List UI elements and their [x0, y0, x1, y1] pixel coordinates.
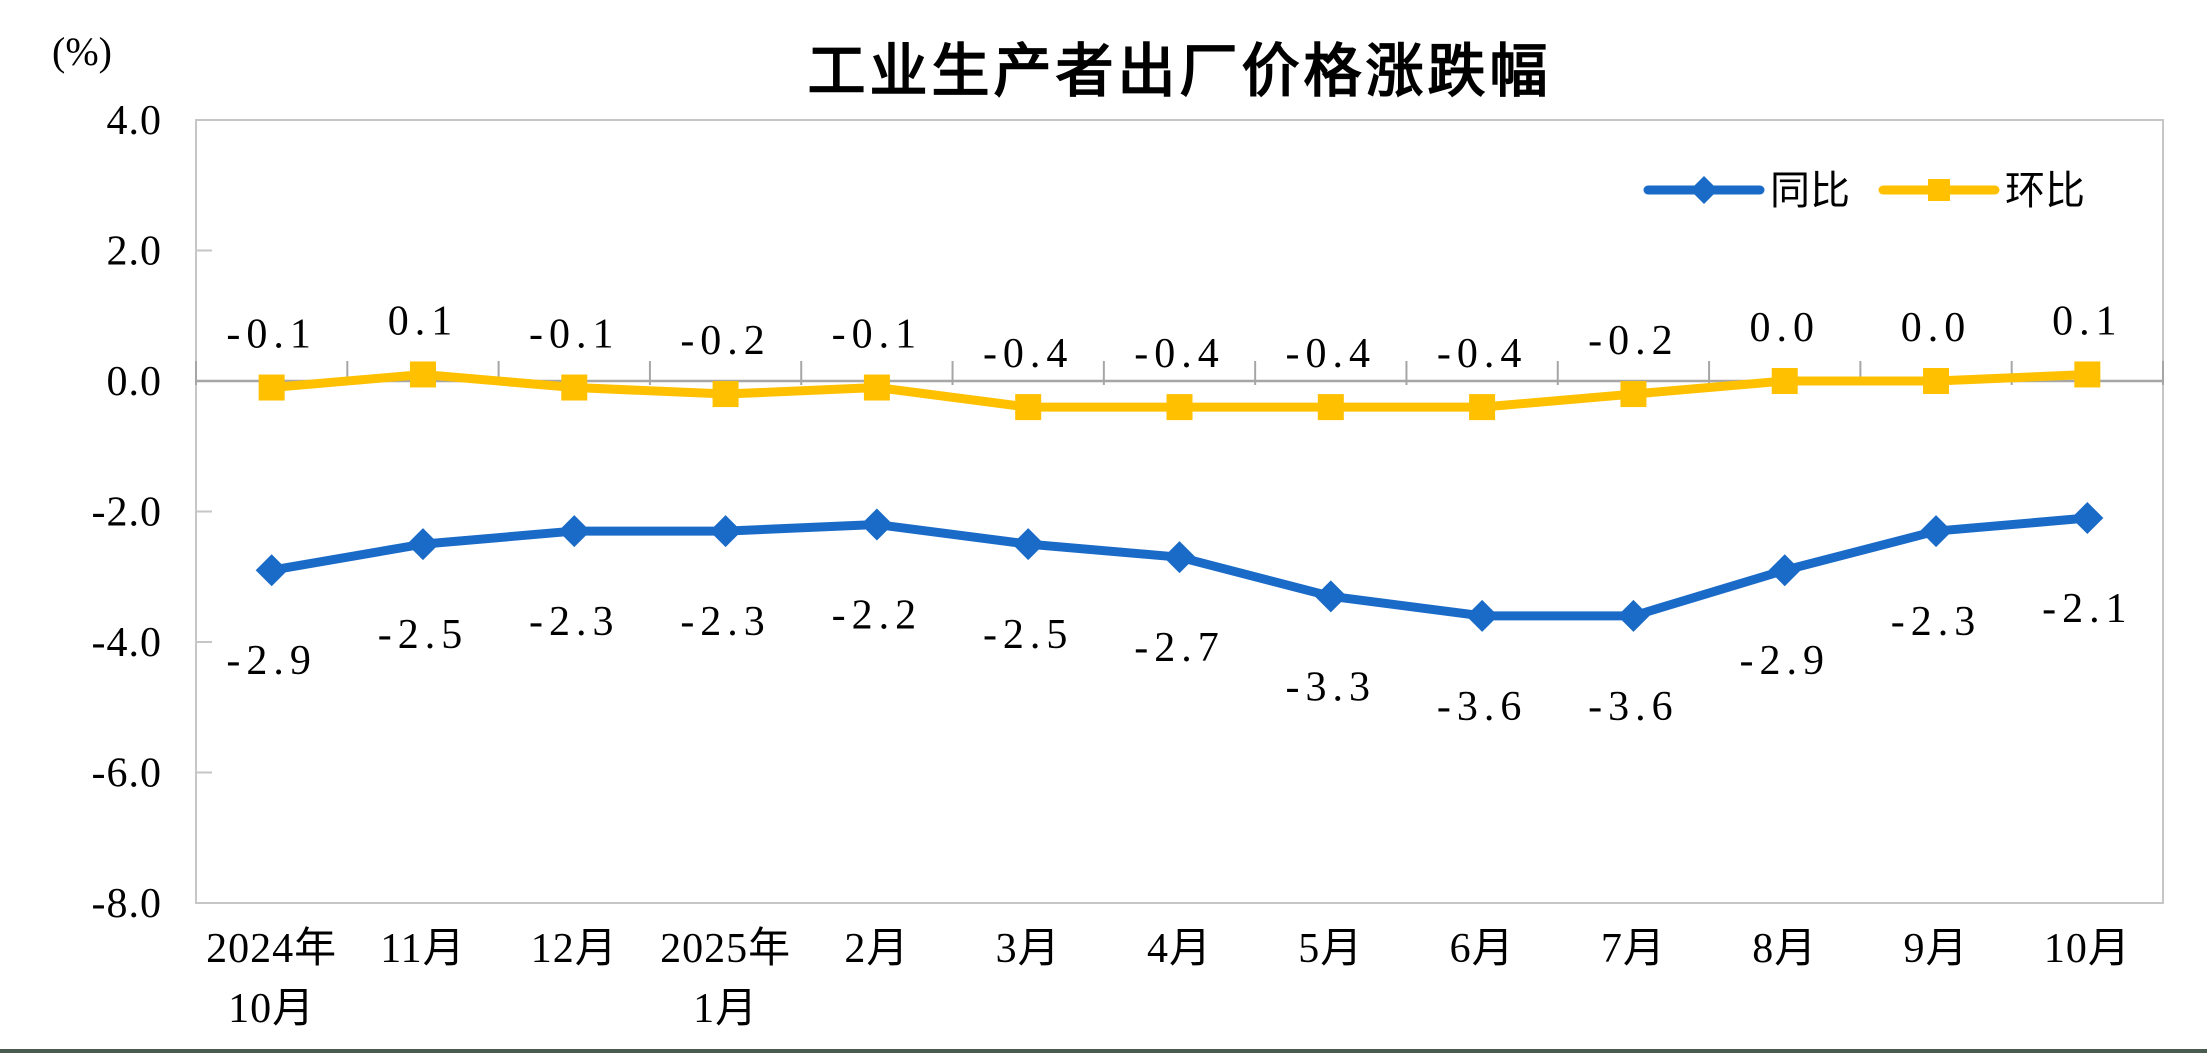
yoy-data-label: -3.3 — [1286, 664, 1377, 710]
yoy-data-label: -3.6 — [1437, 684, 1528, 730]
yoy-data-label: -2.7 — [1134, 625, 1225, 671]
x-axis-label: 9月 — [1904, 926, 1969, 972]
mom-data-point — [561, 374, 588, 401]
yoy-data-point — [406, 528, 439, 561]
yoy-data-point — [1163, 541, 1196, 574]
mom-data-label: 0.0 — [1901, 305, 1972, 351]
x-axis-label: 12月 — [531, 926, 618, 972]
mom-data-label: -0.4 — [983, 331, 1074, 377]
y-axis-tick-label: -4.0 — [92, 620, 163, 666]
mom-data-point — [409, 361, 436, 388]
chart-title: 工业生产者出厂价格涨跌幅 — [807, 39, 1552, 104]
y-axis-unit-label: (%) — [52, 29, 112, 74]
x-axis-label-line2: 10月 — [228, 986, 315, 1032]
mom-data-label: -0.1 — [529, 312, 620, 358]
y-axis-tick-label: -8.0 — [92, 881, 163, 927]
plot-area-border — [195, 119, 2164, 904]
yoy-data-point — [558, 515, 591, 548]
yoy-data-label: -2.9 — [226, 638, 317, 684]
mom-data-point — [1469, 394, 1496, 421]
mom-data-point — [2074, 361, 2101, 388]
yoy-data-label: -2.1 — [2042, 586, 2133, 632]
x-axis-label: 10月 — [2044, 926, 2131, 972]
x-axis-label: 6月 — [1450, 926, 1515, 972]
x-axis-label: 7月 — [1601, 926, 1666, 972]
mom-data-label: -0.1 — [226, 312, 317, 358]
yoy-data-point — [1768, 554, 1801, 587]
mom-data-label: -0.2 — [680, 318, 771, 364]
yoy-data-label: -2.3 — [1891, 599, 1982, 645]
mom-data-label: 0.1 — [388, 298, 459, 344]
mom-data-label: -0.2 — [1588, 318, 1679, 364]
mom-data-label: 0.1 — [2052, 298, 2123, 344]
mom-data-label: 0.0 — [1749, 305, 1820, 351]
x-axis-label: 5月 — [1298, 926, 1363, 972]
y-axis-tick-label: -6.0 — [92, 751, 163, 797]
yoy-data-point — [1012, 528, 1045, 561]
mom-data-point — [863, 374, 890, 401]
mom-data-label: -0.4 — [1134, 331, 1225, 377]
yoy-data-label: -2.5 — [378, 612, 469, 658]
yoy-legend-label: 同比 — [1770, 168, 1850, 213]
x-axis-label: 2025年 — [660, 925, 791, 972]
x-axis-label: 11月 — [380, 926, 465, 972]
mom-data-point — [1771, 368, 1798, 394]
y-axis-tick-label: 4.0 — [107, 98, 163, 144]
yoy-data-point — [255, 554, 288, 587]
x-axis-label: 2月 — [844, 926, 909, 972]
x-axis-label: 3月 — [996, 926, 1061, 972]
footer-divider-bar — [0, 1049, 2207, 1053]
yoy-legend-marker — [1690, 176, 1718, 204]
x-axis-label-line2: 1月 — [693, 986, 758, 1032]
mom-data-point — [1317, 394, 1344, 421]
yoy-data-point — [1920, 515, 1953, 548]
yoy-data-point — [1314, 580, 1347, 613]
y-axis-tick-label: 2.0 — [107, 229, 163, 275]
mom-legend-marker — [1928, 179, 1950, 201]
mom-data-point — [1620, 381, 1647, 408]
mom-legend-label: 环比 — [2005, 168, 2085, 213]
yoy-data-point — [709, 515, 742, 548]
yoy-data-label: -2.9 — [1739, 638, 1830, 684]
y-axis-tick-label: 0.0 — [107, 359, 163, 405]
yoy-data-point — [860, 508, 893, 541]
x-axis-label: 8月 — [1752, 926, 1817, 972]
mom-data-label: -0.4 — [1286, 331, 1377, 377]
yoy-data-label: -3.6 — [1588, 684, 1679, 730]
x-axis-label: 2024年 — [206, 925, 337, 972]
yoy-data-label: -2.2 — [832, 593, 923, 639]
yoy-data-label: -2.3 — [529, 599, 620, 645]
mom-data-point — [258, 374, 285, 401]
yoy-data-label: -2.5 — [983, 612, 1074, 658]
mom-data-point — [1166, 394, 1193, 421]
x-axis-label: 4月 — [1147, 926, 1212, 972]
yoy-data-point — [2071, 502, 2104, 535]
yoy-data-point — [1617, 599, 1650, 632]
mom-data-label: -0.4 — [1437, 331, 1528, 377]
mom-data-label: -0.1 — [832, 312, 923, 358]
mom-data-point — [712, 381, 739, 408]
mom-data-point — [1015, 394, 1042, 421]
y-axis-tick-label: -2.0 — [92, 490, 163, 536]
yoy-data-label: -2.3 — [680, 599, 771, 645]
yoy-data-point — [1466, 599, 1499, 632]
mom-data-point — [1923, 368, 1950, 394]
